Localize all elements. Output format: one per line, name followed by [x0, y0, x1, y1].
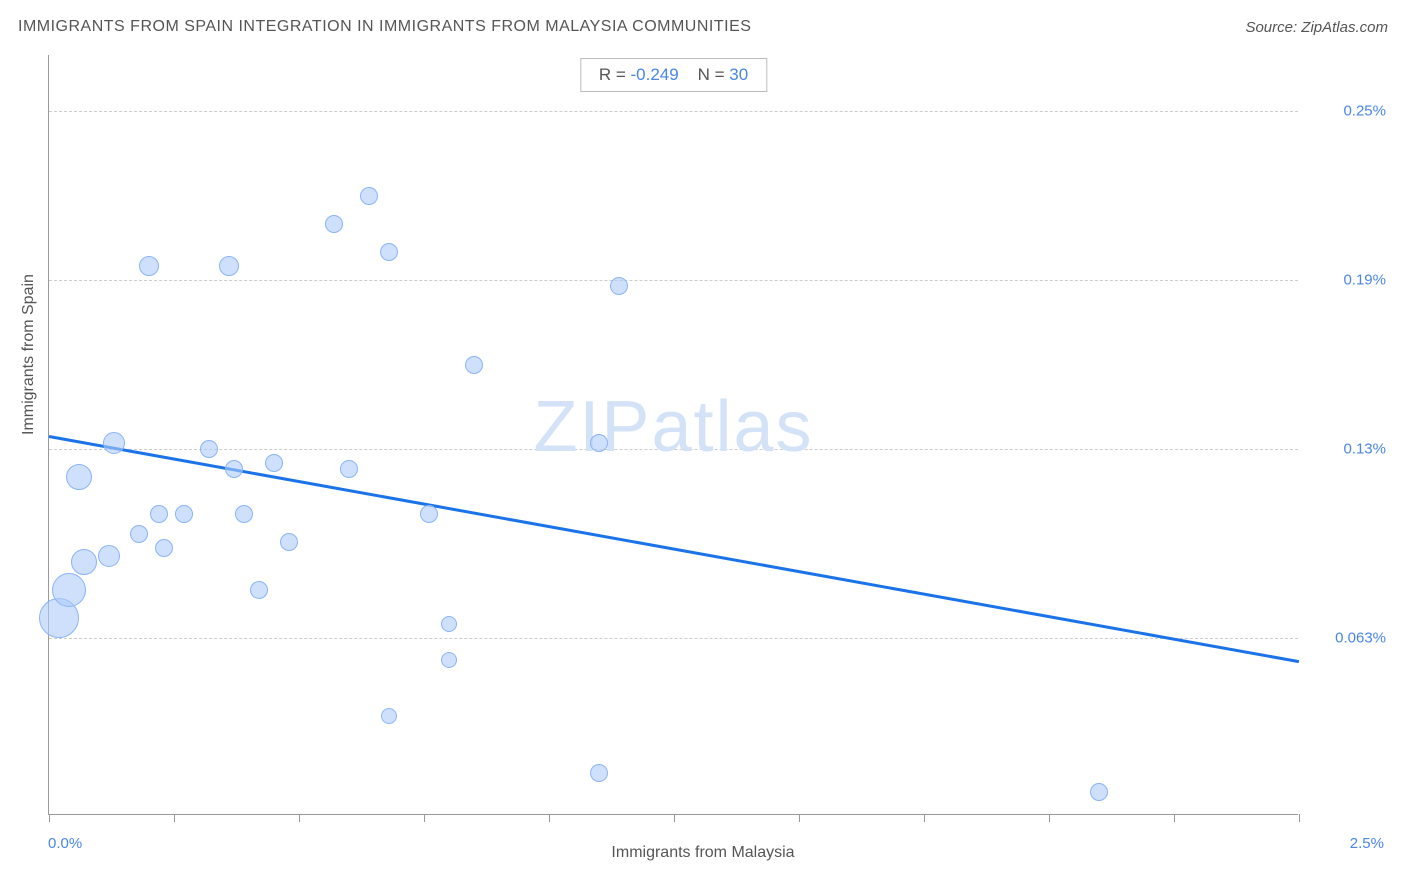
data-point — [265, 454, 283, 472]
x-axis-label: Immigrants from Malaysia — [611, 844, 794, 862]
x-tick — [549, 814, 550, 822]
x-tick — [424, 814, 425, 822]
data-point — [441, 652, 457, 668]
data-point — [340, 460, 358, 478]
chart-source: Source: ZipAtlas.com — [1245, 19, 1388, 36]
data-point — [381, 708, 397, 724]
data-point — [250, 581, 268, 599]
chart-header: IMMIGRANTS FROM SPAIN INTEGRATION IN IMM… — [18, 18, 1388, 36]
x-tick — [299, 814, 300, 822]
x-tick — [924, 814, 925, 822]
data-point — [219, 256, 239, 276]
r-value: -0.249 — [630, 65, 678, 84]
data-point — [325, 215, 343, 233]
gridline — [49, 638, 1298, 639]
y-tick-label: 0.13% — [1306, 441, 1386, 458]
gridline — [49, 111, 1298, 112]
x-min-label: 0.0% — [48, 835, 82, 852]
y-tick-label: 0.19% — [1306, 272, 1386, 289]
x-tick — [1049, 814, 1050, 822]
r-label: R = — [599, 65, 626, 84]
data-point — [590, 434, 608, 452]
x-tick — [1174, 814, 1175, 822]
x-max-label: 2.5% — [1350, 835, 1384, 852]
n-label: N = — [698, 65, 725, 84]
data-point — [71, 549, 97, 575]
watermark-light: atlas — [651, 386, 813, 466]
n-value: 30 — [729, 65, 748, 84]
data-point — [465, 356, 483, 374]
data-point — [52, 573, 86, 607]
data-point — [1090, 783, 1108, 801]
x-tick — [674, 814, 675, 822]
data-point — [98, 545, 120, 567]
data-point — [66, 464, 92, 490]
gridline — [49, 449, 1298, 450]
data-point — [280, 533, 298, 551]
data-point — [235, 505, 253, 523]
y-tick-label: 0.25% — [1306, 103, 1386, 120]
x-tick — [1299, 814, 1300, 822]
scatter-plot-area: R = -0.249 N = 30 ZIPatlas 0.063%0.13%0.… — [48, 55, 1298, 815]
data-point — [200, 440, 218, 458]
gridline — [49, 280, 1298, 281]
data-point — [103, 432, 125, 454]
x-tick — [49, 814, 50, 822]
watermark: ZIPatlas — [533, 385, 813, 467]
data-point — [225, 460, 243, 478]
stats-box: R = -0.249 N = 30 — [580, 58, 767, 92]
data-point — [420, 505, 438, 523]
data-point — [380, 243, 398, 261]
y-axis-label: Immigrants from Spain — [20, 274, 38, 435]
data-point — [175, 505, 193, 523]
data-point — [441, 616, 457, 632]
data-point — [590, 764, 608, 782]
data-point — [139, 256, 159, 276]
data-point — [610, 277, 628, 295]
y-tick-label: 0.063% — [1306, 629, 1386, 646]
data-point — [130, 525, 148, 543]
x-tick — [799, 814, 800, 822]
data-point — [150, 505, 168, 523]
data-point — [155, 539, 173, 557]
chart-title: IMMIGRANTS FROM SPAIN INTEGRATION IN IMM… — [18, 18, 751, 36]
x-tick — [174, 814, 175, 822]
data-point — [360, 187, 378, 205]
watermark-bold: ZIP — [533, 386, 651, 466]
